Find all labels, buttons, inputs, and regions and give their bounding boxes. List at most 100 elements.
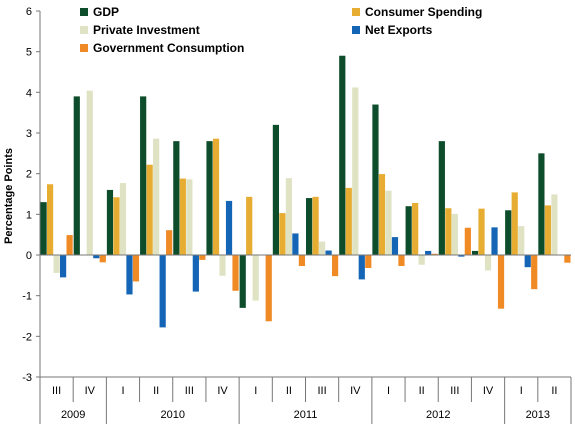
bar (438, 141, 445, 255)
bar (46, 184, 54, 255)
x-tick-label: I (387, 385, 390, 397)
x-tick-label: II (419, 385, 425, 397)
y-axis-title: Percentage Points (3, 148, 15, 244)
x-tick-label: IV (483, 385, 494, 397)
bar (113, 197, 120, 255)
bar (173, 141, 180, 255)
bar (391, 237, 399, 255)
bar (40, 202, 47, 255)
bar (378, 174, 386, 255)
bar (132, 255, 140, 282)
legend-swatch (80, 26, 88, 34)
legend-swatch (80, 8, 88, 16)
y-tick-label: 2 (26, 169, 32, 181)
bar (518, 226, 525, 255)
bar (265, 255, 272, 322)
legend-swatch (352, 8, 360, 16)
year-label: 2011 (294, 409, 318, 421)
bar (531, 255, 538, 290)
bar (544, 205, 552, 255)
year-label: 2013 (526, 409, 550, 421)
year-label: 2010 (161, 409, 185, 421)
bar (119, 183, 127, 255)
bar (199, 255, 206, 260)
y-tick-label: 4 (26, 87, 32, 99)
bar (491, 227, 498, 255)
x-tick-label: III (185, 385, 194, 397)
y-tick-label: -2 (22, 331, 32, 343)
bar (497, 255, 505, 309)
bars-layer (40, 55, 571, 328)
x-tick-label: II (551, 385, 557, 397)
bar (232, 255, 239, 291)
bar (225, 200, 233, 255)
bar (505, 210, 512, 255)
bar (146, 164, 153, 255)
legend-label: Net Exports (365, 23, 433, 37)
bar (179, 178, 186, 255)
year-label: 2012 (426, 409, 450, 421)
bar (312, 196, 319, 255)
y-tick-label: 6 (26, 6, 32, 18)
bar (59, 255, 67, 278)
y-tick-label: -1 (22, 291, 32, 303)
bar (279, 213, 286, 255)
bar (564, 255, 571, 263)
year-label: 2009 (61, 409, 85, 421)
bar (292, 233, 299, 255)
legend-label: Government Consumption (93, 41, 244, 55)
bar (478, 208, 485, 255)
bar (192, 255, 199, 292)
bar (285, 178, 293, 255)
bar (451, 213, 458, 255)
bar (159, 255, 166, 328)
bar (538, 153, 545, 255)
bar (365, 255, 372, 269)
legend-swatch (80, 44, 88, 52)
bar (511, 192, 518, 255)
legend-label: GDP (93, 5, 119, 19)
y-tick-label: -3 (22, 372, 32, 384)
y-tick-label: 1 (26, 209, 32, 221)
bar (66, 235, 73, 255)
bar (272, 124, 280, 255)
x-tick-label: IV (217, 385, 228, 397)
bar (345, 187, 352, 255)
x-tick-label: II (153, 385, 159, 397)
bar (372, 104, 379, 256)
bar (339, 55, 346, 255)
bar (445, 208, 452, 255)
x-tick-label: I (520, 385, 523, 397)
y-axis-ticks: -3 -2 -1 0 1 2 3 4 5 6 (22, 6, 40, 384)
x-tick-label: IV (85, 385, 96, 397)
legend-swatch (352, 26, 360, 34)
bar (212, 138, 220, 255)
bar (325, 250, 332, 255)
legend: GDP Consumer Spending Private Investment Ne… (80, 5, 482, 55)
x-tick-label: II (286, 385, 292, 397)
bar (331, 255, 339, 277)
bar (140, 96, 147, 256)
bar (352, 87, 359, 255)
bar (418, 255, 425, 265)
bar (405, 206, 412, 255)
x-tick-label: IV (350, 385, 361, 397)
bar (298, 255, 306, 266)
bar (106, 189, 114, 255)
y-tick-label: 0 (26, 250, 32, 262)
x-tick-label: III (450, 385, 459, 397)
bar (93, 255, 100, 259)
bar (126, 255, 133, 295)
legend-label: Private Investment (93, 23, 200, 37)
bar (471, 250, 479, 255)
bar (412, 202, 419, 255)
y-tick-label: 3 (26, 128, 32, 140)
bar (425, 250, 432, 255)
x-tick-label: I (121, 385, 124, 397)
bar (246, 196, 253, 255)
bar (385, 190, 392, 255)
bar (524, 255, 531, 268)
